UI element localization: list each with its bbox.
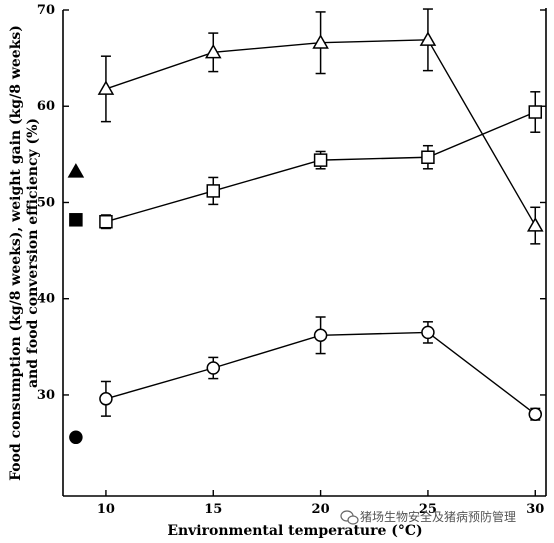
- data-point-circle: [528, 407, 543, 421]
- x-tick-label: 25: [419, 502, 437, 517]
- data-point-square: [313, 153, 328, 167]
- y-tick-label: 30: [37, 388, 55, 403]
- y-tick-label: 60: [37, 99, 55, 114]
- data-point-square: [206, 184, 221, 198]
- data-point-triangle: [312, 34, 329, 49]
- data-point-triangle: [419, 31, 437, 46]
- y-axis-title-line-1: Food consumption (kg/8 weeks), weight ga…: [8, 25, 24, 481]
- series-square: [99, 91, 543, 230]
- data-point-triangle: [526, 217, 544, 232]
- y-axis-title: Food consumption (kg/8 weeks), weight ga…: [8, 25, 41, 481]
- y-axis-title-line-2: and food conversion efficiency (%): [25, 118, 41, 388]
- y-tick-label: 70: [37, 3, 55, 18]
- x-tick-label: 30: [526, 502, 544, 517]
- data-point-circle: [99, 392, 113, 406]
- series-triangle: [97, 8, 544, 245]
- y-tick-label: 40: [37, 292, 55, 307]
- data-point-square: [99, 214, 113, 229]
- x-tick-label: 20: [312, 502, 330, 517]
- data-point-square: [421, 150, 435, 164]
- series-layer: [67, 8, 544, 445]
- x-axis-title: Environmental temperature (°C): [167, 523, 422, 539]
- y-tick-label: 50: [37, 195, 55, 210]
- wechat-icon: [340, 510, 359, 525]
- data-point-triangle: [204, 43, 222, 59]
- x-tick-label: 15: [204, 502, 222, 517]
- data-point-triangle: [97, 80, 115, 95]
- reference-point-square: [69, 213, 83, 227]
- reference-points: [67, 163, 85, 445]
- x-tick-label: 10: [97, 502, 115, 517]
- axes: [62, 8, 547, 497]
- watermark: 猪场生物安全及猪病预防管理: [340, 509, 516, 525]
- watermark-text: 猪场生物安全及猪病预防管理: [360, 509, 516, 524]
- data-point-circle: [421, 325, 435, 340]
- series-circle: [99, 316, 543, 421]
- data-point-circle: [206, 361, 221, 375]
- data-point-square: [528, 105, 543, 119]
- ticks: 10 15 20 25 30 30 40 50 60 70: [37, 3, 546, 517]
- reference-point-circle: [69, 430, 83, 445]
- data-point-circle: [313, 328, 328, 343]
- reference-point-triangle: [67, 163, 85, 178]
